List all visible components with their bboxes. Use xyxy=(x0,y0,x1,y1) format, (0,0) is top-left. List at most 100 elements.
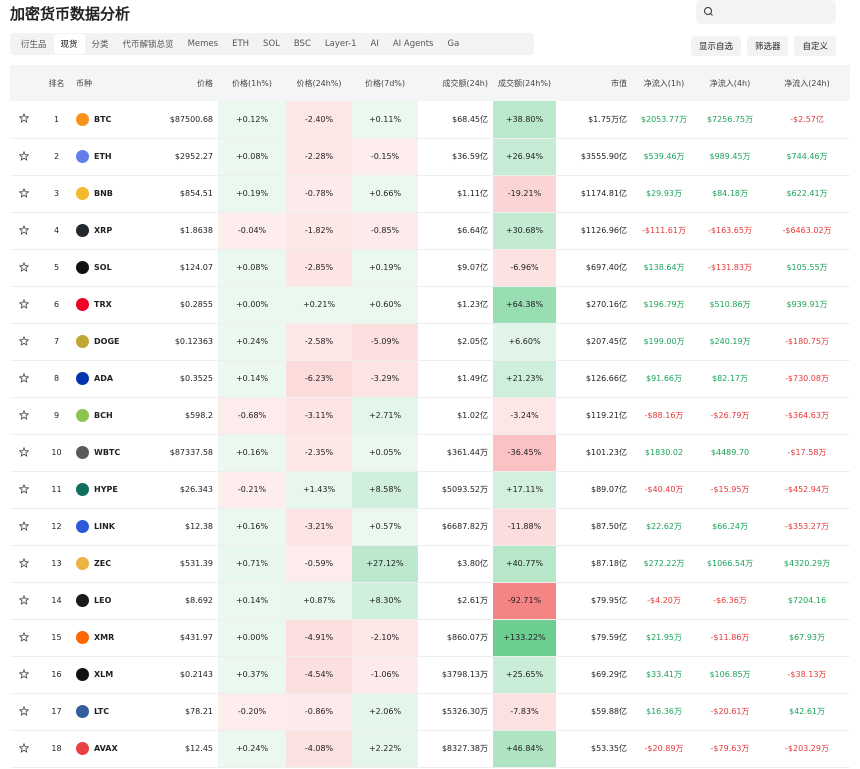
coin-icon xyxy=(76,705,89,718)
tab[interactable]: Ga xyxy=(447,39,460,49)
column-header: 净流入(24h) xyxy=(764,65,850,101)
star-icon[interactable] xyxy=(18,187,30,198)
toolbar: 显示自选 筛选器 自定义 xyxy=(690,36,836,56)
star-icon[interactable] xyxy=(18,335,30,346)
cell: +6.60% xyxy=(493,323,556,361)
cell: $29.93万 xyxy=(632,175,696,213)
tab[interactable]: 现货 xyxy=(53,34,85,54)
star-cell[interactable] xyxy=(10,582,38,620)
star-icon[interactable] xyxy=(18,446,30,457)
coin: ETH xyxy=(76,150,139,163)
cell: -5.09% xyxy=(352,323,418,361)
cell: +64.38% xyxy=(493,286,556,324)
cell: 10 xyxy=(38,434,75,472)
star-cell[interactable] xyxy=(10,508,38,546)
star-icon[interactable] xyxy=(18,298,30,309)
cell: -$6463.02万 xyxy=(764,212,850,250)
star-icon[interactable] xyxy=(18,705,30,716)
cell: -2.28% xyxy=(286,138,352,176)
tab[interactable]: BSC xyxy=(293,39,311,49)
coin-symbol: BCH xyxy=(94,411,113,420)
button[interactable]: 自定义 xyxy=(794,36,836,56)
star-cell[interactable] xyxy=(10,619,38,657)
tab[interactable]: SOL xyxy=(263,39,280,49)
star-icon[interactable] xyxy=(18,520,30,531)
star-cell[interactable] xyxy=(10,693,38,731)
star-cell[interactable] xyxy=(10,175,38,213)
cell: $0.3525 xyxy=(140,360,218,398)
coin: TRX xyxy=(76,298,139,311)
button[interactable]: 筛选器 xyxy=(746,36,789,56)
star-icon[interactable] xyxy=(18,150,30,161)
cell: $12.45 xyxy=(140,730,218,768)
star-icon[interactable] xyxy=(18,409,30,420)
tab[interactable]: AI xyxy=(370,39,379,49)
cell: $69.29亿 xyxy=(556,656,632,694)
cell: $1.23亿 xyxy=(418,286,493,324)
cell: -3.29% xyxy=(352,360,418,398)
cell: +25.65% xyxy=(493,656,556,694)
star-cell[interactable] xyxy=(10,323,38,361)
cell: 16 xyxy=(38,656,75,694)
star-cell[interactable] xyxy=(10,471,38,509)
star-cell[interactable] xyxy=(10,101,38,139)
star-icon[interactable] xyxy=(18,224,30,235)
cell: -$20.89万 xyxy=(632,730,696,768)
star-cell[interactable] xyxy=(10,212,38,250)
star-icon[interactable] xyxy=(18,742,30,753)
star-cell[interactable] xyxy=(10,397,38,435)
star-icon[interactable] xyxy=(18,113,30,124)
tab[interactable]: Memes xyxy=(187,39,219,49)
star-cell[interactable] xyxy=(10,138,38,176)
cell: 14 xyxy=(38,582,75,620)
star-cell[interactable] xyxy=(10,545,38,583)
column-header: 排名 xyxy=(38,65,75,101)
star-icon[interactable] xyxy=(18,668,30,679)
cell: +2.06% xyxy=(352,693,418,731)
coin: XRP xyxy=(76,224,139,237)
page-title: 加密货币数据分析 xyxy=(10,5,131,23)
star-icon[interactable] xyxy=(18,594,30,605)
search-box[interactable] xyxy=(696,0,836,24)
coin-symbol: AVAX xyxy=(94,744,118,753)
star-icon[interactable] xyxy=(18,631,30,642)
table-row: 18 AVAX $12.45 +0.24% -4.08% +2.22% $8327.38万 +… xyxy=(10,730,850,768)
tab[interactable]: ETH xyxy=(232,39,250,49)
coin-symbol: BNB xyxy=(94,189,113,198)
star-icon[interactable] xyxy=(18,557,30,568)
tab[interactable]: AI Agents xyxy=(392,39,434,49)
cell: -0.78% xyxy=(286,175,352,213)
star-icon[interactable] xyxy=(18,372,30,383)
tab[interactable]: Layer-1 xyxy=(324,39,357,49)
star-cell[interactable] xyxy=(10,360,38,398)
cell: +8.30% xyxy=(352,582,418,620)
cell: +17.11% xyxy=(493,471,556,509)
tab[interactable]: 代币解锁总览 xyxy=(122,40,174,50)
star-icon[interactable] xyxy=(18,483,30,494)
coin: BTC xyxy=(76,112,139,126)
tab[interactable]: 衍生品 xyxy=(21,40,47,50)
cell: $989.45万 xyxy=(696,138,764,176)
cell: +8.58% xyxy=(352,471,418,509)
column-header: 成交额(24h%) xyxy=(493,65,556,101)
star-cell[interactable] xyxy=(10,730,38,768)
cell: +0.37% xyxy=(218,656,286,694)
cell: $2.05亿 xyxy=(418,323,493,361)
button[interactable]: 显示自选 xyxy=(690,36,741,56)
coin-cell: BNB xyxy=(75,175,140,213)
star-cell[interactable] xyxy=(10,656,38,694)
star-cell[interactable] xyxy=(10,286,38,324)
coin-symbol: XRP xyxy=(94,226,113,235)
coin-icon xyxy=(76,261,89,274)
column-header: 价格(7d%) xyxy=(352,65,418,101)
star-cell[interactable] xyxy=(10,249,38,287)
table-row: 15 XMR $431.97 +0.00% -4.91% -2.10% $860.07万 +1… xyxy=(10,619,850,657)
cell: -1.06% xyxy=(352,656,418,694)
tab[interactable]: 分类 xyxy=(91,40,109,50)
cell: +0.08% xyxy=(218,249,286,287)
cell: $272.22万 xyxy=(632,545,696,583)
star-icon[interactable] xyxy=(18,261,30,272)
cell: +0.14% xyxy=(218,360,286,398)
star-cell[interactable] xyxy=(10,434,38,472)
